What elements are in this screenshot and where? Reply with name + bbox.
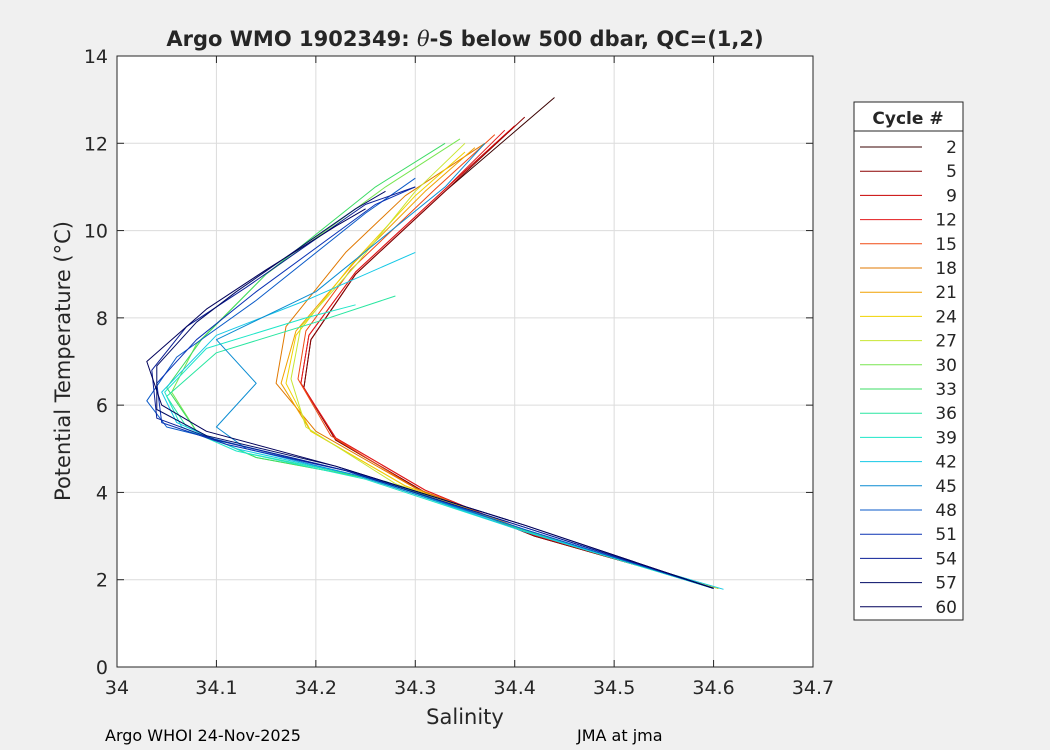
plot-frame: [116, 55, 814, 668]
x-tick-label: 34.3: [394, 677, 436, 699]
legend-entry-label: 5: [946, 162, 957, 182]
x-tick-label: 34.6: [692, 677, 734, 699]
legend-entry-label: 2: [946, 138, 957, 158]
y-tick-label: 4: [96, 482, 108, 504]
plot-area: [117, 56, 813, 667]
series-line-cycle-60: [146, 208, 714, 589]
legend-box: [853, 101, 964, 621]
legend-entry-label: 45: [935, 477, 957, 497]
legend-entry-label: 27: [935, 332, 957, 352]
x-tick-label: 34.5: [593, 677, 635, 699]
chart-title-suffix: -S below 500 dbar, QC=(1,2): [430, 27, 764, 51]
legend-entry-label: 9: [946, 186, 957, 206]
legend-items: 2 5 9 12 15 18 21 24 27 30 33 36 39 42 45 48 51 54 57 60: [860, 138, 957, 618]
series-line-cycle-42: [161, 251, 724, 590]
x-tick-label: 34.1: [195, 677, 237, 699]
legend-entry-label: 24: [935, 307, 957, 327]
x-tick-label: 34.7: [792, 677, 834, 699]
footer-right: JMA at jma: [577, 726, 663, 745]
chart-title: Argo WMO 1902349: θ-S below 500 dbar, QC…: [166, 27, 763, 51]
y-tick-label: 14: [84, 46, 108, 68]
legend-entry-label: 51: [935, 525, 957, 545]
chart-title-theta: θ: [417, 27, 430, 51]
y-tick-label: 6: [96, 395, 108, 417]
grid: [117, 56, 813, 667]
legend-entry-label: 48: [935, 501, 957, 521]
legend-entry-label: 15: [935, 235, 957, 255]
x-tick-label: 34.4: [494, 677, 536, 699]
legend-entry-label: 18: [935, 259, 957, 279]
x-axis-ticks: 34 34.1 34.2 34.3 34.4 34.5 34.6 34.7: [105, 56, 834, 699]
series-line-cycle-54: [151, 186, 714, 589]
legend-entry-label: 21: [935, 283, 957, 303]
legend-entry-label: 33: [935, 380, 957, 400]
footer-left: Argo WHOI 24-Nov-2025: [105, 726, 301, 745]
legend-entry-label: 30: [935, 356, 957, 376]
y-tick-label: 10: [84, 221, 108, 243]
x-axis-label: Salinity: [426, 705, 504, 729]
legend-entry-label: 39: [935, 428, 957, 448]
legend-entry-label: 57: [935, 574, 957, 594]
legend-title: Cycle #: [872, 109, 943, 129]
legend-entry-label: 12: [935, 211, 957, 231]
chart-title-prefix: Argo WMO 1902349:: [166, 27, 417, 51]
y-tick-label: 0: [96, 657, 108, 679]
legend: Cycle # 2 5 9 12 15 18 21 24 27 30 33 36 39 42 45 48 51 5…: [853, 101, 964, 621]
series-line-cycle-45: [215, 142, 714, 589]
x-tick-label: 34.2: [295, 677, 337, 699]
y-tick-label: 2: [96, 570, 108, 592]
x-tick-label: 34: [105, 677, 129, 699]
series-layer: [146, 97, 724, 590]
y-axis-label: Potential Temperature (°C): [51, 221, 75, 501]
legend-entry-label: 54: [935, 549, 957, 569]
legend-entry-label: 36: [935, 404, 957, 424]
legend-entry-label: 60: [935, 598, 957, 618]
y-tick-label: 8: [96, 308, 108, 330]
y-axis-ticks: 0 2 4 6 8 10 12 14: [84, 46, 813, 679]
legend-entry-label: 42: [935, 453, 957, 473]
y-tick-label: 12: [84, 133, 108, 155]
